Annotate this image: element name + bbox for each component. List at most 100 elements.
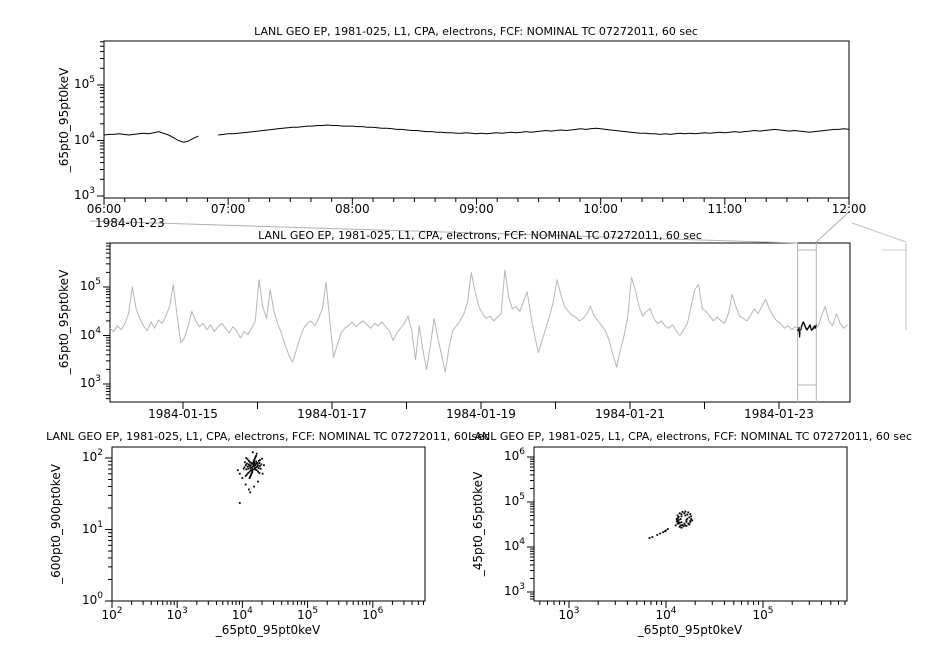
scatter-left-point	[255, 452, 258, 455]
zoom-panel-y-tick-label: 104	[73, 130, 95, 147]
scatter-left-point	[257, 460, 260, 462]
zoom-panel-time-label: 07:00	[210, 202, 246, 216]
scatter-left-panel-x-tick-label: 106	[362, 606, 384, 622]
scatter-left-point	[250, 464, 252, 467]
context-panel-y-tick-label: 105	[79, 277, 101, 293]
scatter-left-point	[241, 477, 244, 479]
overview-edge-connector	[851, 222, 907, 243]
context-panel-plot-frame[interactable]	[109, 242, 851, 403]
scatter-right-point	[676, 522, 679, 525]
scatter-left-point	[253, 467, 256, 469]
scatter-left-point	[247, 467, 250, 470]
scatter-left-point	[243, 466, 246, 469]
scatter-left-point	[255, 455, 257, 457]
scatter-right-point	[665, 529, 667, 532]
scatter-left-panel-y-tick-label: 100	[81, 591, 103, 607]
scatter-right-plot-area[interactable]	[534, 447, 847, 601]
scatter-right-point	[676, 517, 679, 520]
scatter-left-point	[251, 465, 254, 468]
scatter-left-point	[253, 485, 255, 488]
scatter-left-point	[253, 459, 255, 461]
scatter-left-title: LANL GEO EP, 1981-025, L1, CPA, electron…	[46, 430, 490, 443]
context-panel-plot-area[interactable]	[110, 243, 850, 402]
scatter-right-point	[683, 512, 686, 515]
scatter-right-point	[688, 516, 691, 519]
scatter-left-panel-y-tick-label: 101	[81, 519, 103, 536]
scatter-left-point	[245, 468, 248, 471]
scatter-left-point	[236, 469, 239, 472]
scatter-left-point	[251, 471, 254, 474]
scatter-left-point	[256, 465, 259, 468]
scatter-right-panel-plot-frame[interactable]	[533, 446, 848, 602]
scatter-right-point	[688, 523, 691, 526]
scatter-right-panel-x-tick-label: 105	[752, 606, 774, 622]
zoom-panel-y-tick-label: 105	[73, 75, 95, 91]
scatter-right-point	[680, 513, 683, 516]
scatter-right-point	[675, 520, 678, 523]
scatter-right-point	[689, 520, 692, 522]
scatter-right-point	[685, 520, 688, 523]
scatter-left-point	[260, 463, 263, 466]
scatter-left-point	[255, 460, 257, 463]
scatter-right-panel-y-tick-label: 103	[503, 582, 525, 598]
scatter-left-point	[254, 464, 257, 467]
scatter-left-point	[251, 462, 254, 465]
scatter-left-point	[246, 458, 249, 461]
scatter-left-point	[249, 461, 252, 464]
context-panel-date-label: 1984-01-19	[446, 407, 516, 421]
scatter-right-point	[687, 511, 690, 514]
scatter-right-xlabel: _65pt0_95pt0keV	[637, 623, 743, 637]
scatter-right-point	[679, 524, 682, 527]
scatter-left-point	[251, 467, 254, 470]
scatter-left-point	[258, 462, 261, 464]
scatter-right-point	[662, 531, 664, 534]
scatter-left-point	[248, 488, 250, 491]
scatter-right-point	[680, 526, 683, 529]
scatter-left-point	[248, 465, 251, 467]
scatter-left-point	[250, 466, 253, 469]
scatter-right-point	[677, 519, 680, 521]
scatter-right-point	[681, 511, 684, 513]
zoom-panel-context-date: 1984-01-23	[95, 216, 165, 230]
scatter-left-point	[244, 464, 247, 467]
zoom-panel-time-label: 10:00	[583, 202, 618, 216]
zoom-panel-plot-area[interactable]	[104, 41, 849, 198]
scatter-left-point	[255, 466, 257, 469]
context-panel-date-label: 1984-01-21	[595, 407, 665, 421]
scatter-left-point	[259, 467, 262, 470]
scatter-right-point	[690, 515, 693, 518]
scatter-left-panel-x-tick-label: 105	[297, 606, 319, 622]
scatter-left-point	[238, 472, 241, 475]
zoom-panel-title: LANL GEO EP, 1981-025, L1, CPA, electron…	[254, 25, 698, 38]
scatter-left-point	[249, 467, 252, 469]
scatter-right-point	[656, 534, 659, 536]
zoom-panel-time-label: 09:00	[459, 202, 494, 216]
scatter-right-point	[690, 518, 693, 520]
scatter-right-point	[689, 513, 692, 516]
scatter-right-point	[685, 525, 688, 527]
scatter-right-point	[648, 537, 651, 539]
zoom-panel-time-label: 11:00	[707, 202, 743, 216]
scatter-right-point	[676, 514, 679, 517]
scatter-right-panel-x-tick-label: 104	[655, 606, 677, 622]
scatter-left-point	[258, 472, 261, 474]
scatter-left-point	[249, 475, 252, 478]
scatter-left-point	[244, 461, 246, 464]
scatter-right-point	[664, 530, 666, 533]
scatter-left-point	[252, 468, 255, 471]
scatter-right-point	[677, 522, 680, 525]
scatter-left-point	[257, 467, 260, 469]
scatter-right-panel-x-tick-label: 103	[558, 606, 580, 622]
scatter-left-panel-plot-frame[interactable]	[111, 446, 426, 602]
scatter-left-point	[250, 472, 253, 475]
scatter-left-point	[253, 462, 256, 465]
context-panel-y-tick-label: 104	[79, 325, 101, 342]
scatter-right-point	[681, 524, 684, 526]
scatter-left-plot-area[interactable]	[112, 447, 425, 601]
scatter-left-point	[249, 491, 252, 494]
scatter-left-point	[250, 462, 253, 464]
scatter-left-point	[259, 459, 261, 461]
scatter-right-point	[680, 515, 683, 518]
scatter-left-point	[250, 469, 252, 472]
scatter-left-panel-x-tick-label: 104	[231, 606, 253, 622]
